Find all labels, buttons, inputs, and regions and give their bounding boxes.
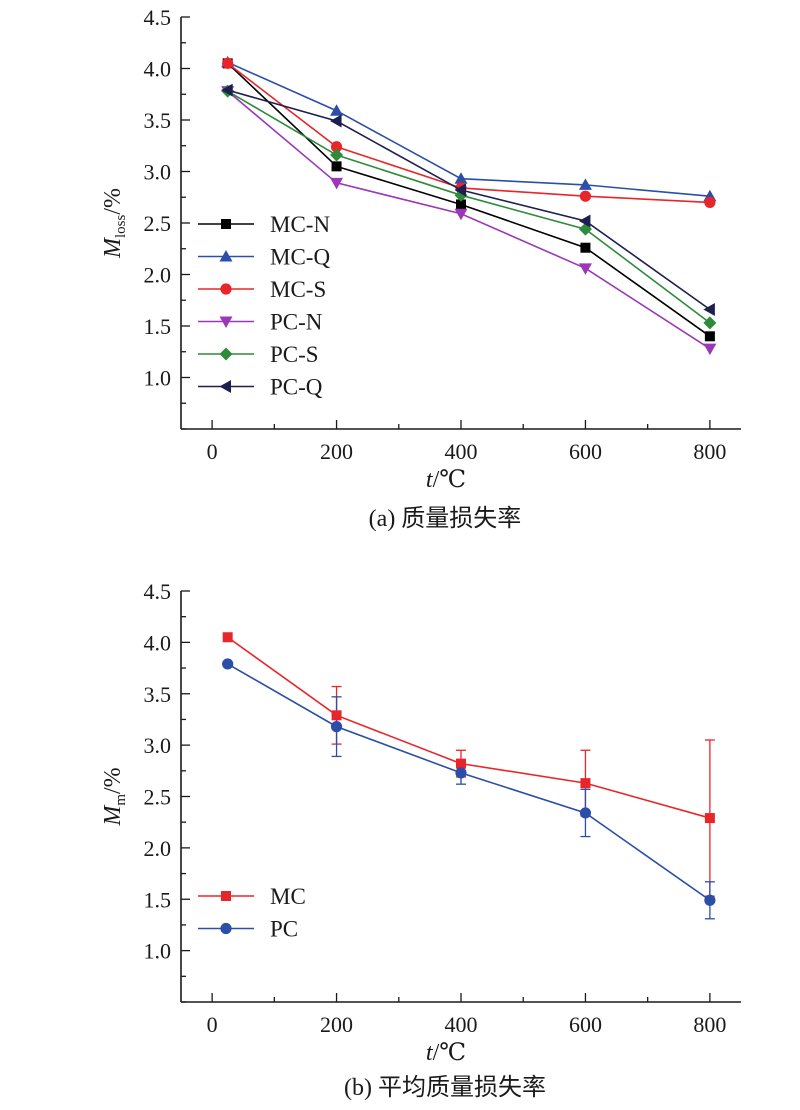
legend-label: PC-S xyxy=(270,342,319,367)
data-point-PC-N xyxy=(578,263,592,275)
legend-marker xyxy=(219,380,231,393)
legend-label: PC xyxy=(270,917,298,942)
legend-label: MC-S xyxy=(270,277,326,302)
y-tick-label: 4.0 xyxy=(144,57,172,82)
x-tick-label: 800 xyxy=(693,439,726,464)
series-line-MC xyxy=(227,636,711,819)
data-point-MC-Q xyxy=(454,172,468,184)
y-tick-label: 2.5 xyxy=(144,785,172,810)
data-point-MC xyxy=(580,778,591,789)
legend-marker xyxy=(219,347,233,361)
y-tick-label: 4.0 xyxy=(144,630,172,655)
y-tick-label: 1.5 xyxy=(144,314,172,339)
x-tick-label: 400 xyxy=(445,1012,478,1037)
y-axis-label-symbol: M xyxy=(100,236,126,259)
y-axis-label-subscript: m xyxy=(113,794,129,806)
y-axis-label: Mloss/% xyxy=(100,188,129,259)
data-point-PC xyxy=(579,807,592,819)
x-tick-label: 200 xyxy=(320,1012,353,1037)
x-axis-label-symbol: t xyxy=(426,467,434,493)
data-point-MC-Q xyxy=(330,104,344,116)
y-axis-label-unit: /% xyxy=(100,188,126,215)
legend-label: MC-Q xyxy=(270,245,330,270)
data-point-PC-S xyxy=(703,316,717,330)
y-tick-label: 1.0 xyxy=(144,366,172,391)
y-tick-label: 2.0 xyxy=(144,836,172,861)
y-tick-label: 4.5 xyxy=(144,5,172,30)
data-point-PC xyxy=(455,767,467,779)
x-axis-label: t/℃ xyxy=(426,467,466,493)
legend-marker xyxy=(220,283,232,295)
series-line-PC xyxy=(227,663,711,901)
y-axis-label-symbol: M xyxy=(100,804,126,827)
data-point-MC xyxy=(331,710,342,721)
y-tick-label: 3.5 xyxy=(144,682,172,707)
x-tick-label: 400 xyxy=(445,439,478,464)
data-point-MC-N xyxy=(580,242,591,253)
chart-caption: (b) 平均质量损失率 xyxy=(344,1074,546,1101)
legend-label: MC-N xyxy=(270,212,330,237)
x-tick-label: 600 xyxy=(569,1012,602,1037)
y-tick-label: 1.0 xyxy=(144,939,172,964)
data-point-PC-Q xyxy=(703,303,715,317)
legend-marker xyxy=(221,219,231,229)
legend-marker xyxy=(221,891,231,901)
legend-label: MC xyxy=(270,884,306,909)
y-tick-label: 2.5 xyxy=(144,211,172,236)
data-point-MC-S xyxy=(579,190,592,202)
data-point-MC-S xyxy=(222,57,234,69)
x-axis-label-unit: /℃ xyxy=(433,467,467,493)
data-point-MC-Q xyxy=(578,178,592,190)
x-tick-label: 0 xyxy=(207,1012,218,1037)
legend-marker xyxy=(220,922,232,935)
legend-marker xyxy=(219,250,233,262)
data-point-PC-N xyxy=(703,343,717,356)
data-point-MC-N xyxy=(331,161,342,172)
legend-label: PC-N xyxy=(270,310,323,335)
data-point-PC-Q xyxy=(330,114,342,128)
data-point-PC-Q xyxy=(454,183,466,197)
y-tick-label: 3.0 xyxy=(144,160,172,185)
data-point-PC-Q xyxy=(578,214,591,228)
y-tick-label: 3.0 xyxy=(144,733,172,758)
x-axis-label: t/℃ xyxy=(426,1040,466,1066)
x-tick-label: 0 xyxy=(207,439,218,464)
y-axis-label: Mm/% xyxy=(100,767,129,826)
data-point-PC-Q xyxy=(221,83,233,97)
y-tick-label: 4.5 xyxy=(144,579,172,604)
y-tick-label: 2.0 xyxy=(144,263,172,288)
data-point-PC-N xyxy=(454,208,468,221)
data-point-MC xyxy=(456,758,466,769)
legend-label: PC-Q xyxy=(270,375,323,400)
data-point-PC xyxy=(704,894,716,906)
data-point-MC-S xyxy=(704,196,716,208)
data-point-PC xyxy=(330,721,343,733)
chart-a: 1.0 1.5 2.0 2.5 3.0 3.5 4.0 4.5 0 200 400 600 800 Mlo… xyxy=(100,5,741,532)
x-axis-label-unit: /℃ xyxy=(433,1040,467,1066)
chart-caption: (a) 质量损失率 xyxy=(369,505,522,532)
x-axis-label-symbol: t xyxy=(426,1040,434,1066)
data-point-MC xyxy=(704,813,715,824)
y-axis-label-unit: /% xyxy=(100,767,126,794)
x-tick-label: 800 xyxy=(693,1012,726,1037)
data-point-MC-N xyxy=(704,331,715,342)
y-tick-label: 3.5 xyxy=(144,108,172,133)
legend-marker xyxy=(219,316,233,328)
data-point-PC-S xyxy=(330,148,344,162)
data-point-MC-N xyxy=(456,199,466,210)
data-point-PC-N xyxy=(330,177,344,190)
chart-b: 1.01.52.02.53.03.54.04.50 200 400 600 800Mm/… xyxy=(100,579,741,1101)
data-point-MC-S xyxy=(330,141,343,153)
data-point-MC xyxy=(222,632,233,643)
y-tick-label: 1.5 xyxy=(144,887,172,912)
y-axis-label-subscript: loss xyxy=(113,215,129,239)
x-tick-label: 600 xyxy=(569,439,602,464)
series-line-MC-Q xyxy=(227,61,710,198)
x-tick-label: 200 xyxy=(320,439,353,464)
data-point-PC xyxy=(222,658,234,670)
